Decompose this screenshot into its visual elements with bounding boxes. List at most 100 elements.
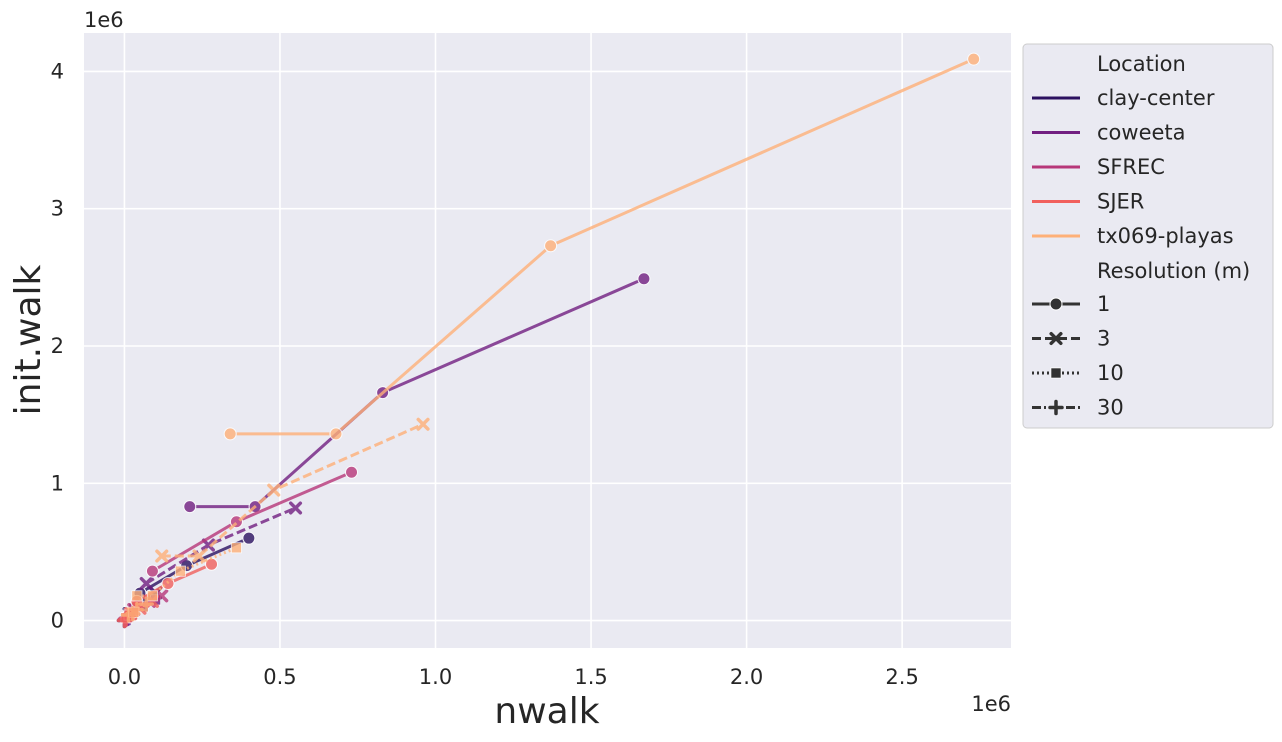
legend-label: clay-center	[1097, 86, 1215, 110]
legend-marker	[1048, 399, 1064, 416]
legend: Location clay-center coweeta SFREC SJER tx06…	[1022, 43, 1274, 429]
data-point	[183, 500, 197, 514]
series	[139, 501, 303, 591]
marker-x	[139, 576, 153, 591]
data-point	[967, 52, 981, 66]
data-point	[145, 564, 159, 578]
marker-circle	[967, 52, 981, 66]
data-point	[329, 427, 343, 441]
legend-marker	[1049, 297, 1063, 311]
x-offset-label: 1e6	[971, 692, 1011, 716]
marker-square	[1050, 367, 1062, 379]
marker-circle	[329, 427, 343, 441]
legend-item: 1	[1032, 292, 1110, 316]
marker-x	[192, 549, 206, 563]
data-point	[174, 565, 186, 577]
legend-hue-items: clay-center coweeta SFREC SJER tx069-playas	[1032, 86, 1234, 248]
data-point	[637, 272, 651, 286]
marker-square	[146, 590, 158, 602]
marker-plus	[129, 601, 145, 618]
legend-label: 3	[1097, 327, 1110, 351]
data-point	[345, 465, 359, 479]
legend-item: SFREC	[1032, 155, 1165, 179]
legend-item: 3	[1032, 327, 1110, 351]
x-tick-label: 0.5	[263, 665, 296, 689]
x-tick-label: 1.0	[419, 665, 452, 689]
marker-circle	[145, 564, 159, 578]
data-point	[416, 417, 430, 431]
y-tick-label: 3	[51, 197, 64, 221]
series	[223, 52, 981, 441]
legend-label: tx069-playas	[1097, 224, 1234, 248]
x-tick-label: 1.5	[574, 665, 607, 689]
legend-label: SFREC	[1097, 155, 1165, 179]
y-offset-label: 1e6	[84, 8, 124, 32]
data-point	[230, 542, 242, 554]
marker-circle	[345, 465, 359, 479]
y-tick-label: 1	[51, 471, 64, 495]
series	[155, 417, 430, 563]
marker-x	[155, 589, 169, 603]
data-point	[267, 483, 281, 497]
data-point	[155, 589, 169, 603]
marker-plus	[1048, 399, 1064, 416]
marker-circle	[1049, 297, 1063, 311]
marker-x	[201, 538, 215, 552]
series-line	[189, 277, 645, 509]
marker-plus	[138, 596, 154, 612]
data-point	[138, 596, 154, 612]
series	[120, 596, 154, 623]
legend-item: tx069-playas	[1032, 224, 1234, 248]
data-point	[192, 549, 206, 563]
marker-x	[1049, 331, 1063, 346]
series	[131, 542, 242, 602]
data-point	[131, 590, 143, 602]
series-group	[116, 52, 981, 629]
data-point	[146, 590, 158, 602]
data-point	[242, 531, 256, 545]
legend-item: clay-center	[1032, 86, 1215, 110]
data-point	[223, 427, 237, 441]
x-tick-label: 2.5	[885, 665, 918, 689]
legend-item: 30	[1032, 396, 1124, 420]
series-line	[161, 422, 424, 558]
legend-label: SJER	[1097, 190, 1144, 214]
marker-circle	[183, 500, 197, 514]
legend-item: 10	[1032, 361, 1124, 385]
marker-square	[174, 565, 186, 577]
data-point	[201, 538, 215, 552]
legend-style-items: 1 3 10 30	[1032, 292, 1124, 420]
marker-square	[131, 590, 143, 602]
marker-x	[267, 483, 281, 497]
data-point	[129, 601, 145, 618]
marker-circle	[242, 531, 256, 545]
legend-marker	[1049, 331, 1063, 346]
y-axis-label: init.walk	[8, 264, 49, 415]
marker-x	[155, 549, 169, 563]
x-axis-label: nwalk	[494, 691, 599, 732]
legend-style-title: Resolution (m)	[1097, 259, 1250, 283]
marker-x	[288, 501, 303, 515]
data-point	[155, 549, 169, 563]
y-tick-label: 2	[51, 334, 64, 358]
data-point	[139, 576, 153, 591]
series-line	[230, 57, 975, 436]
y-tick-label: 4	[51, 59, 64, 83]
y-tick-label: 0	[51, 609, 64, 633]
legend-label: 1	[1097, 292, 1110, 316]
x-tick-label: 0.0	[108, 665, 141, 689]
data-point	[544, 239, 558, 253]
data-point	[288, 501, 303, 515]
plot-background	[84, 33, 1011, 648]
marker-circle	[544, 239, 558, 253]
legend-box	[1022, 43, 1274, 429]
legend-label: coweeta	[1097, 121, 1186, 145]
marker-x	[416, 417, 430, 431]
legend-label: 10	[1097, 361, 1124, 385]
legend-hue-title: Location	[1097, 52, 1186, 76]
legend-marker	[1050, 367, 1062, 379]
x-tick-label: 2.0	[730, 665, 763, 689]
marker-circle	[637, 272, 651, 286]
